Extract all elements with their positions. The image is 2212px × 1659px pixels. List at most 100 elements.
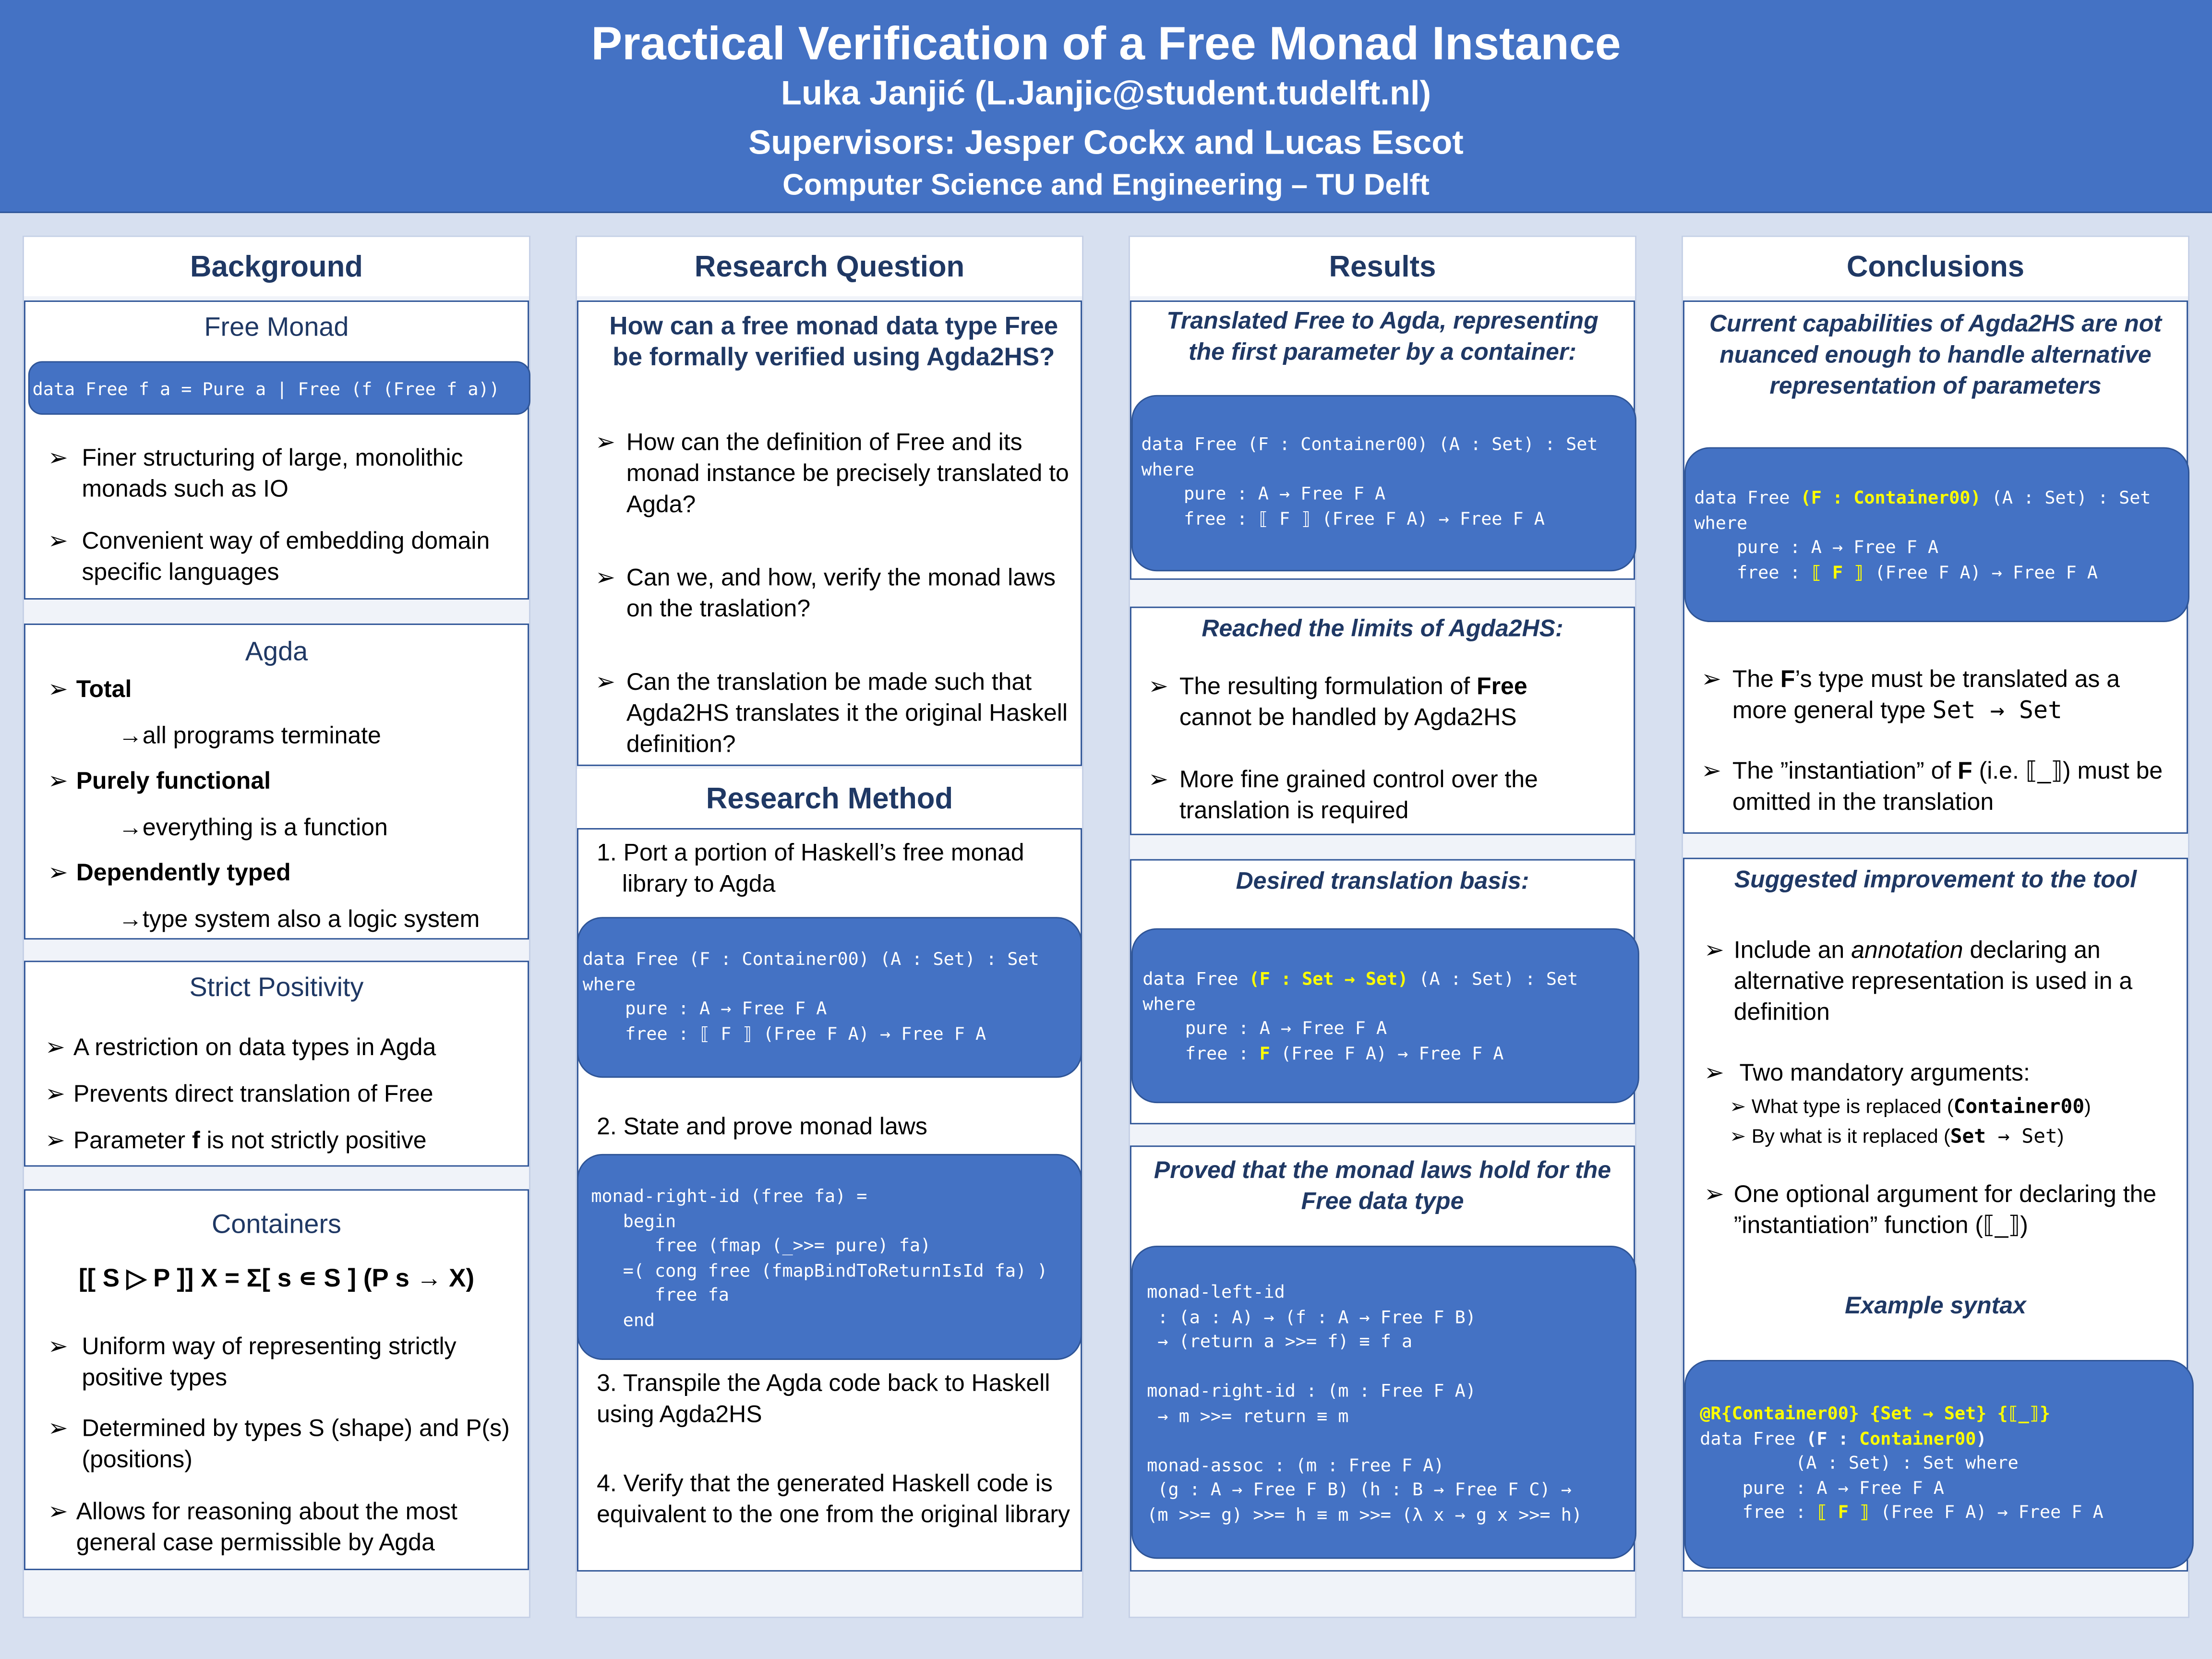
results-code-3: data Free (F : Set → Set) (A : Set) : Se… — [1131, 928, 1639, 1104]
method-step-4: 4. Verify that the generated Haskell cod… — [597, 1470, 1070, 1528]
containers-box: Containers [[ S ▷ P ]] X = Σ[ s ∊ S ] (P… — [24, 1189, 529, 1570]
results-box-2: Reached the limits of Agda2HS: ➢ The resu… — [1130, 606, 1635, 835]
results-column: Results Translated Free to Agda, represe… — [1129, 235, 1639, 1618]
bullet-icon: ➢ — [48, 528, 68, 554]
free-monad-title: Free Monad — [204, 313, 349, 343]
example-syntax-code: @R{Container00} {Set → Set} {⟦_⟧} data F… — [1684, 1359, 2194, 1569]
results-box-3-title: Desired translation basis: — [1236, 867, 1529, 895]
results-box-2-title: Reached the limits of Agda2HS: — [1202, 615, 1563, 642]
bullet-icon: ➢ — [595, 564, 616, 591]
bullet-item: ➢ Prevents direct translation of Free — [45, 1079, 433, 1110]
bullet-icon: ➢ — [1704, 937, 1724, 964]
method-step-2: 2. State and prove monad laws — [597, 1113, 927, 1140]
bullet-icon: ➢ — [1148, 673, 1169, 700]
bullet-item: ➢ Determined by types S (shape) and P(s) … — [48, 1414, 514, 1476]
example-syntax-title: Example syntax — [1845, 1292, 2026, 1319]
free-monad-box: Free Monad data Free f a = Pure a | Free… — [24, 300, 530, 600]
containers-formula: [[ S ▷ P ]] X = Σ[ s ∊ S ] (P s → X) — [78, 1264, 475, 1292]
bullet-item: ➢ More fine grained control over the tran… — [1148, 765, 1599, 827]
bullet-item: ➢ A restriction on data types in Agda — [45, 1033, 436, 1064]
conclusions-column: Conclusions Current capabilities of Agda… — [1682, 235, 2194, 1618]
bullet-item: ➢ Finer structuring of large, monolithic … — [48, 443, 514, 505]
method-code-2: monad-right-id (free fa) = begin free (f… — [577, 1154, 1082, 1360]
bullet-icon: ➢ — [48, 1333, 68, 1360]
research-method-title: Research Method — [577, 769, 1082, 829]
research-method-box: 1. Port a portion of Haskell’s free mona… — [577, 828, 1082, 1572]
bullet-item: ➢ Uniform way of representing strictly po… — [48, 1332, 514, 1394]
bullet-item: ➢ Parameter f is not strictly positive — [45, 1126, 427, 1157]
bullet-icon: ➢ — [1729, 1094, 1746, 1118]
bullet-icon: ➢ — [48, 444, 68, 471]
supervisors: Supervisors: Jesper Cockx and Lucas Esco… — [748, 124, 1464, 162]
bullet-icon: ➢ — [1704, 1180, 1724, 1208]
strict-positivity-title: Strict Positivity — [189, 973, 364, 1003]
free-monad-code: data Free f a = Pure a | Free (f (Free f… — [28, 361, 530, 415]
bullet-item: ➢ Two mandatory arguments: — [1704, 1058, 2178, 1089]
bullet-item: ➢ The F’s type must be translated as a mo… — [1701, 664, 2178, 726]
bullet-icon: ➢ — [45, 1034, 65, 1061]
bullet-item: ➢ Dependently typed — [48, 858, 291, 889]
strict-positivity-box: Strict Positivity ➢ A restriction on data… — [24, 961, 529, 1167]
bullet-icon: ➢ — [48, 1415, 68, 1442]
bullet-item: ➢ Purely functional — [48, 766, 271, 797]
bullet-icon: ➢ — [1148, 766, 1169, 793]
results-title: Results — [1130, 237, 1635, 297]
poster-title: Practical Verification of a Free Monad I… — [591, 17, 1621, 70]
bullet-item: ➢ The ”instantiation” of F (i.e. ⟦_⟧) mus… — [1701, 756, 2178, 818]
affiliation: Computer Science and Engineering – TU De… — [782, 169, 1430, 202]
bullet-icon: ➢ — [1701, 666, 1722, 693]
bullet-item: ➢ Total — [48, 674, 132, 706]
bullet-icon: ➢ — [595, 668, 616, 696]
bullet-item: ➢ Include an annotation declaring an alte… — [1704, 935, 2178, 1028]
poster-header: Practical Verification of a Free Monad I… — [0, 0, 2212, 213]
agda-sub: →all programs terminate — [118, 722, 381, 749]
bullet-icon: ➢ — [1704, 1059, 1724, 1086]
results-box-1-title: Translated Free to Agda, representing th… — [1166, 307, 1599, 366]
research-question: How can a free monad data type Free be f… — [609, 312, 1058, 371]
author: Luka Janjić (L.Janjic@student.tudelft.nl… — [781, 74, 1431, 113]
bullet-icon: ➢ — [45, 1081, 65, 1107]
conclusions-box-2-title: Suggested improvement to the tool — [1734, 866, 2137, 893]
sub-bullet-item: ➢ What type is replaced (Container00) — [1729, 1094, 2091, 1119]
method-code-1: data Free (F : Container00) (A : Set) : … — [577, 917, 1082, 1078]
background-title: Background — [24, 237, 529, 297]
agda-sub: →type system also a logic system — [118, 905, 480, 933]
conclusions-box-1: Current capabilities of Agda2HS are not … — [1683, 300, 2189, 834]
agda-title: Agda — [245, 637, 308, 668]
method-step-1: 1. Port a portion of Haskell’s free mona… — [597, 839, 1024, 898]
bullet-item: ➢ Convenient way of embedding domain spec… — [48, 526, 514, 588]
results-box-4: Proved that the monad laws hold for the … — [1130, 1145, 1636, 1572]
bullet-item: ➢ How can the definition of Free and its … — [595, 427, 1072, 520]
bullet-icon: ➢ — [48, 767, 68, 794]
results-box-1: Translated Free to Agda, representing th… — [1130, 300, 1636, 580]
conclusions-box-2: Suggested improvement to the tool ➢ Inclu… — [1683, 857, 2194, 1572]
sub-bullet-item: ➢ By what is it replaced (Set → Set) — [1729, 1124, 2064, 1149]
bullet-icon: ➢ — [45, 1127, 65, 1154]
bullet-item: ➢ The resulting formulation of Free canno… — [1148, 672, 1599, 733]
results-box-4-title: Proved that the monad laws hold for the … — [1154, 1156, 1611, 1215]
method-step-3: 3. Transpile the Agda code back to Haske… — [597, 1370, 1050, 1428]
research-column: Research Question How can a free monad d… — [576, 235, 1083, 1618]
research-question-title: Research Question — [577, 237, 1082, 297]
results-code-4: monad-left-id : (a : A) → (f : A → Free … — [1131, 1245, 1636, 1559]
bullet-icon: ➢ — [1701, 757, 1722, 784]
conclusions-box-1-title: Current capabilities of Agda2HS are not … — [1709, 310, 2162, 399]
bullet-item: ➢ Allows for reasoning about the most gen… — [48, 1497, 514, 1559]
bullet-icon: ➢ — [48, 859, 68, 886]
research-question-box: How can a free monad data type Free be f… — [577, 300, 1082, 766]
results-box-3: Desired translation basis: data Free (F … — [1130, 859, 1639, 1125]
bullet-icon: ➢ — [48, 675, 68, 703]
agda-sub: →everything is a function — [118, 814, 388, 841]
containers-title: Containers — [211, 1210, 342, 1240]
bullet-icon: ➢ — [1729, 1124, 1746, 1147]
bullet-item: ➢ One optional argument for declaring the… — [1704, 1179, 2178, 1241]
bullet-item: ➢ Can we, and how, verify the monad laws … — [595, 563, 1072, 625]
results-code-1: data Free (F : Container00) (A : Set) : … — [1131, 395, 1636, 572]
agda-box: Agda ➢ Total →all programs terminate ➢ Pur… — [24, 623, 529, 940]
conclusions-code-1: data Free (F : Container00) (A : Set) : … — [1684, 447, 2189, 623]
background-column: Background Free Monad data Free f a = Pu… — [23, 235, 530, 1618]
bullet-icon: ➢ — [48, 1498, 68, 1525]
bullet-item: ➢ Can the translation be made such that A… — [595, 667, 1072, 760]
bullet-icon: ➢ — [595, 429, 616, 456]
conclusions-title: Conclusions — [1683, 237, 2188, 297]
